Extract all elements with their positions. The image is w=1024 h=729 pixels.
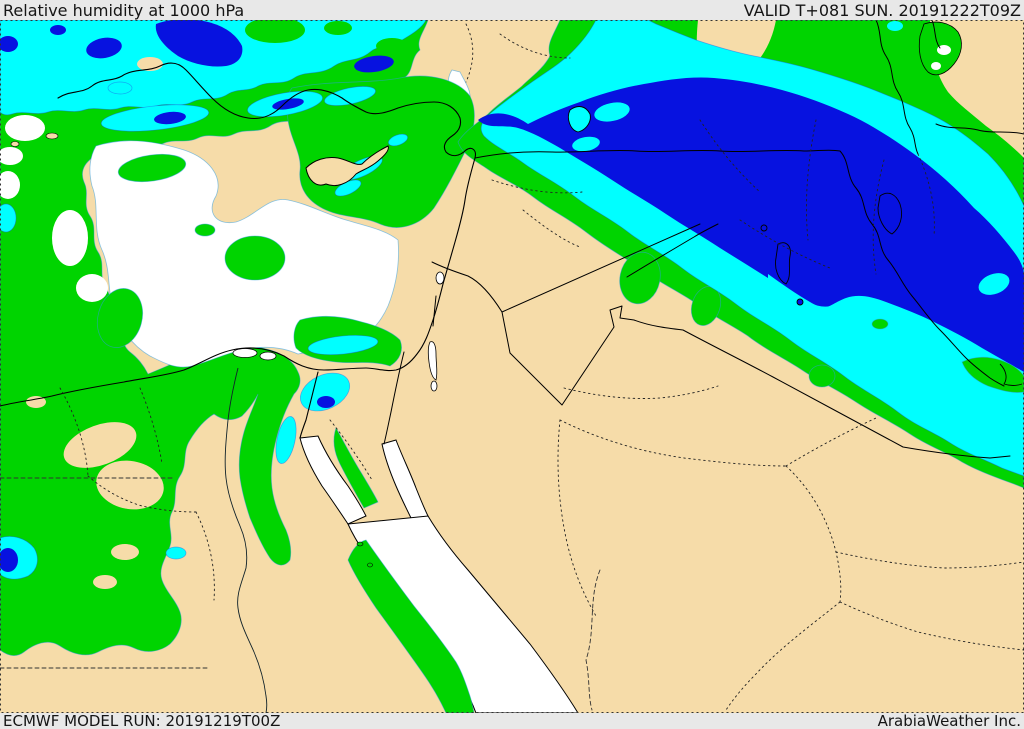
delta-lagoon (232, 348, 258, 358)
delta-lagoon (259, 351, 277, 361)
dead-sea (427, 341, 438, 381)
cyprus-island (305, 145, 389, 187)
kuwait-green (961, 356, 1024, 393)
header-bar: Relative humidity at 1000 hPa VALID T+08… (0, 0, 1024, 20)
admin-borders (0, 23, 1024, 711)
nile-river (224, 367, 268, 713)
sea-of-galilee (435, 271, 445, 285)
suez-canal (299, 371, 319, 439)
footer-bar: ECMWF MODEL RUN: 20191219T00Z ArabiaWeat… (0, 713, 1024, 729)
map-canvas (0, 20, 1024, 713)
valid-time-label: VALID T+081 SUN. 20191222T09Z (743, 1, 1021, 20)
turkey-cyan-band (0, 20, 427, 233)
coastlines (0, 62, 476, 439)
map-frame (0, 20, 1024, 713)
humidity-map (0, 20, 1024, 713)
brand-label: ArabiaWeather Inc. (877, 712, 1021, 729)
med-green-patches (96, 75, 475, 367)
country-borders (383, 20, 1024, 459)
ne-humidity-system (457, 20, 1024, 489)
red-sea (299, 435, 579, 713)
page-title: Relative humidity at 1000 hPa (3, 1, 245, 20)
model-run-label: ECMWF MODEL RUN: 20191219T00Z (3, 712, 281, 729)
rift-lakes (232, 271, 445, 392)
small-humidity-patches (0, 318, 1024, 580)
humidity-green-west (0, 20, 429, 656)
